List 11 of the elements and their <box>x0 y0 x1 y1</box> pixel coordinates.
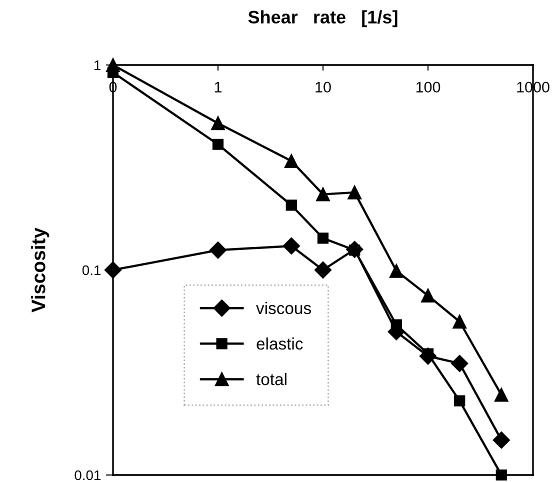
y-tick-label: 1 <box>94 60 101 70</box>
legend-label: viscous <box>256 302 311 314</box>
x-tick-label: 10 <box>316 82 331 93</box>
x-tick-label: 100 <box>416 82 440 93</box>
y-tick-label: 0.01 <box>74 470 101 480</box>
legend-label: total <box>256 372 286 386</box>
x-tick-label: 1 <box>214 82 222 92</box>
y-tick-label: 0.1 <box>82 265 101 276</box>
legend-label: elastic <box>256 337 303 350</box>
x-axis-title: Shear rate [1/s] <box>248 10 398 28</box>
y-axis-title: Viscosity <box>31 228 50 312</box>
